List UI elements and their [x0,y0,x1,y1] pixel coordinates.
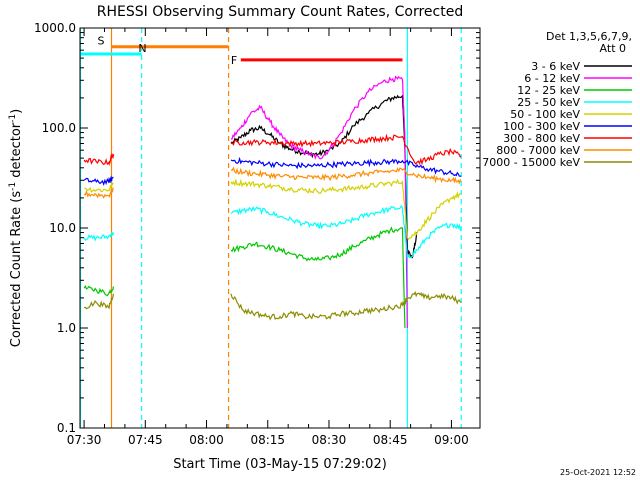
plot-frame [79,27,481,429]
y-tick-label: 1.0 [57,321,76,335]
x-tick-label: 08:45 [373,433,408,447]
flag-label: N [138,42,146,55]
legend-label: 100 - 300 keV [503,120,580,133]
series-line-8 [84,293,115,310]
x-tick-label: 07:30 [67,433,102,447]
series-line-7 [83,187,114,199]
series-line-2 [230,226,406,329]
legend-header-line-2: Att 0 [600,42,626,55]
series-line-3 [83,231,115,242]
y-tick-label: 10.0 [49,221,76,235]
legend-header-line-1: Det 1,3,5,6,7,9, [546,30,632,43]
x-axis-label: Start Time (03-May-15 07:29:02) [173,457,387,472]
x-tick-label: 09:00 [434,433,469,447]
series-line-6 [83,152,115,167]
series-line-3 [230,204,462,259]
series-line-6 [230,133,462,166]
legend-label: 12 - 25 keV [517,84,580,97]
x-tick-label: 08:00 [189,433,224,447]
series-line-8 [230,290,462,321]
series-line-1 [230,75,408,329]
series-line-5 [230,156,462,177]
y-axis: 1000.0 100.0 10.0 1.0 0.1 [34,21,480,435]
legend-label: 3 - 6 keV [531,60,580,73]
y-tick-label: 0.1 [57,421,76,435]
x-axis: 07:30 07:45 08:00 08:15 08:30 08:45 09:00 [67,28,469,447]
series-line-2 [83,284,115,297]
legend-label: 800 - 7000 keV [496,144,580,157]
legend-label: 50 - 100 keV [510,108,580,121]
x-tick-label: 08:15 [250,433,285,447]
plot-area: S N F [80,28,462,428]
series-line-4 [230,177,462,241]
series-line-7 [230,166,462,185]
legend-label: 7000 - 15000 keV [482,156,580,169]
y-tick-label: 100.0 [42,121,76,135]
legend-label: 300 - 800 keV [503,132,580,145]
y-axis-label: Corrected Count Rate (s-1 detector-1) [8,109,24,347]
y-tick-label: 1000.0 [34,21,76,35]
x-tick-label: 07:45 [128,433,163,447]
flag-label: S [98,35,105,48]
flag-label: F [231,54,237,67]
x-tick-label: 08:30 [312,433,347,447]
legend-label: 25 - 50 keV [517,96,580,109]
timestamp: 25-Oct-2021 12:52 [560,468,636,477]
legend-label: 6 - 12 keV [524,72,580,85]
series-line-4 [84,181,114,193]
series-line-5 [83,175,114,186]
chart-title: RHESSI Observing Summary Count Rates, Co… [97,4,463,20]
